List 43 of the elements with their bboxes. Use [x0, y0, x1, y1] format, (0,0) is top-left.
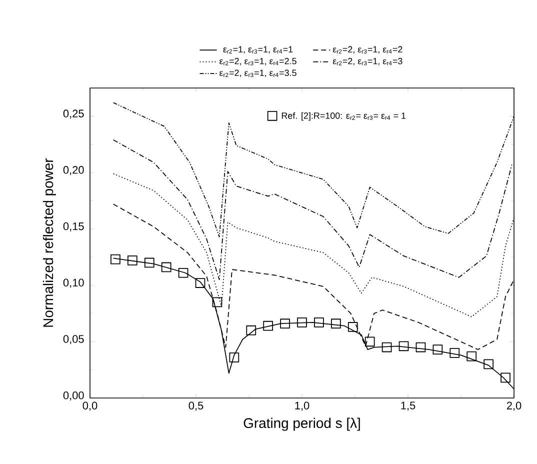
point	[178, 268, 188, 278]
point	[280, 318, 290, 329]
point	[127, 256, 138, 266]
point	[500, 372, 510, 383]
point	[229, 352, 240, 362]
legend-label: ε$_{r2}$=2, ε$_{r3}$=1, ε$_{r4}$=3.5	[220, 70, 296, 78]
legend-label: ε$_{r2}$=2, ε$_{r3}$=1, ε$_{r4}$=2.5	[220, 58, 296, 66]
point	[416, 342, 426, 352]
legend-label: Ref. [2]:R=100: ε$_{r2}$= ε$_{r3}$= ε$_{r4}$ = 1	[282, 112, 406, 121]
x-tick-label: 2,0	[506, 402, 522, 411]
point	[263, 320, 274, 331]
y-axis-title: Normalized reflected power	[42, 158, 56, 327]
x-tick-label: 0,5	[188, 402, 204, 411]
point	[450, 348, 460, 358]
legend-label: ε$_{r2}$=2, ε$_{r3}$=1, ε$_{r4}$=2	[332, 46, 402, 54]
point	[212, 297, 222, 308]
x-tick-label: 1,5	[401, 402, 416, 411]
x-tick-label: 1,0	[295, 402, 310, 411]
point	[364, 336, 375, 347]
point	[484, 359, 494, 370]
point	[297, 318, 307, 328]
y-tick-label: 0,20	[63, 166, 84, 176]
point	[382, 342, 392, 352]
legend-label: ε$_{r2}$=1, ε$_{r3}$=1, ε$_{r4}$=1	[223, 46, 293, 54]
y-tick-label: 0,25	[63, 110, 84, 119]
legend-label: ε$_{r2}$=2, ε$_{r3}$=1, ε$_{r4}$=3	[332, 58, 402, 66]
point	[466, 351, 477, 362]
point	[161, 262, 172, 272]
point	[398, 341, 409, 352]
point	[348, 322, 358, 332]
x-tick-label: 0,0	[82, 402, 98, 411]
y-tick-label: 0,05	[63, 335, 84, 344]
point	[195, 278, 206, 288]
y-tick-label: 0,10	[63, 278, 84, 288]
y-tick-label: 0,00	[63, 391, 84, 401]
point	[432, 344, 443, 354]
point	[144, 258, 154, 268]
point	[314, 318, 324, 328]
point	[330, 318, 341, 329]
point	[110, 254, 120, 264]
x-axis-title: Grating period s [λ]	[244, 418, 360, 431]
y-tick-label: 0,15	[63, 222, 84, 232]
point	[246, 325, 256, 336]
